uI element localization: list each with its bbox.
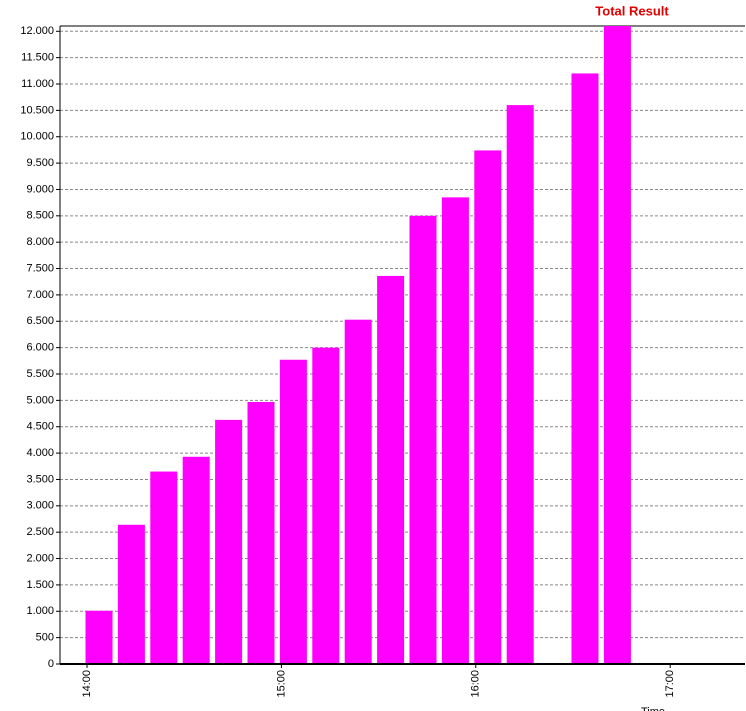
legend-entry: Total Result bbox=[595, 3, 669, 18]
bar bbox=[377, 275, 405, 664]
bar bbox=[441, 197, 469, 664]
y-tick-label: 2.500 bbox=[26, 526, 54, 538]
x-tick-label: 16:00 bbox=[470, 670, 482, 698]
bar bbox=[85, 610, 113, 664]
y-tick-label: 500 bbox=[36, 632, 54, 644]
bar bbox=[312, 347, 340, 664]
y-tick-label: 1.000 bbox=[26, 605, 54, 617]
x-tick-label: 14:00 bbox=[81, 670, 93, 698]
y-tick-label: 9.500 bbox=[26, 157, 54, 169]
bar bbox=[506, 105, 534, 664]
y-tick-label: 5.000 bbox=[26, 394, 54, 406]
y-tick-label: 11.500 bbox=[21, 52, 54, 64]
y-tick-label: 0 bbox=[48, 658, 54, 670]
bar bbox=[215, 419, 243, 664]
bar bbox=[474, 150, 502, 664]
y-tick-label: 3.500 bbox=[26, 473, 54, 485]
bar bbox=[603, 26, 631, 664]
y-tick-label: 2.000 bbox=[26, 552, 54, 564]
bar bbox=[344, 319, 372, 664]
bar bbox=[182, 456, 210, 664]
y-tick-label: 12.000 bbox=[20, 25, 54, 37]
y-tick-label: 1.500 bbox=[26, 579, 54, 591]
y-tick-label: 6.000 bbox=[26, 342, 54, 354]
y-tick-label: 7.500 bbox=[26, 262, 54, 274]
y-tick-label: 11.000 bbox=[21, 78, 54, 90]
x-tick-label: 15:00 bbox=[275, 670, 287, 698]
bar bbox=[117, 524, 145, 664]
x-tick-label: 17:00 bbox=[664, 670, 676, 698]
bar bbox=[247, 401, 275, 664]
y-tick-label: 9.000 bbox=[26, 183, 54, 195]
bar bbox=[150, 471, 178, 664]
y-tick-label: 10.000 bbox=[20, 131, 54, 143]
y-tick-label: 5.500 bbox=[26, 368, 54, 380]
x-axis-label: Time bbox=[641, 706, 665, 711]
bar bbox=[571, 73, 599, 665]
y-tick-label: 7.000 bbox=[26, 289, 54, 301]
y-tick-label: 4.500 bbox=[26, 421, 54, 433]
bar bbox=[279, 359, 307, 664]
y-tick-label: 8.500 bbox=[26, 210, 54, 222]
y-tick-label: 6.500 bbox=[26, 315, 54, 327]
y-tick-label: 4.000 bbox=[26, 447, 54, 459]
y-tick-label: 3.000 bbox=[26, 500, 54, 512]
y-tick-label: 8.000 bbox=[26, 236, 54, 248]
y-tick-label: 10.500 bbox=[20, 104, 54, 116]
bar bbox=[409, 215, 437, 664]
